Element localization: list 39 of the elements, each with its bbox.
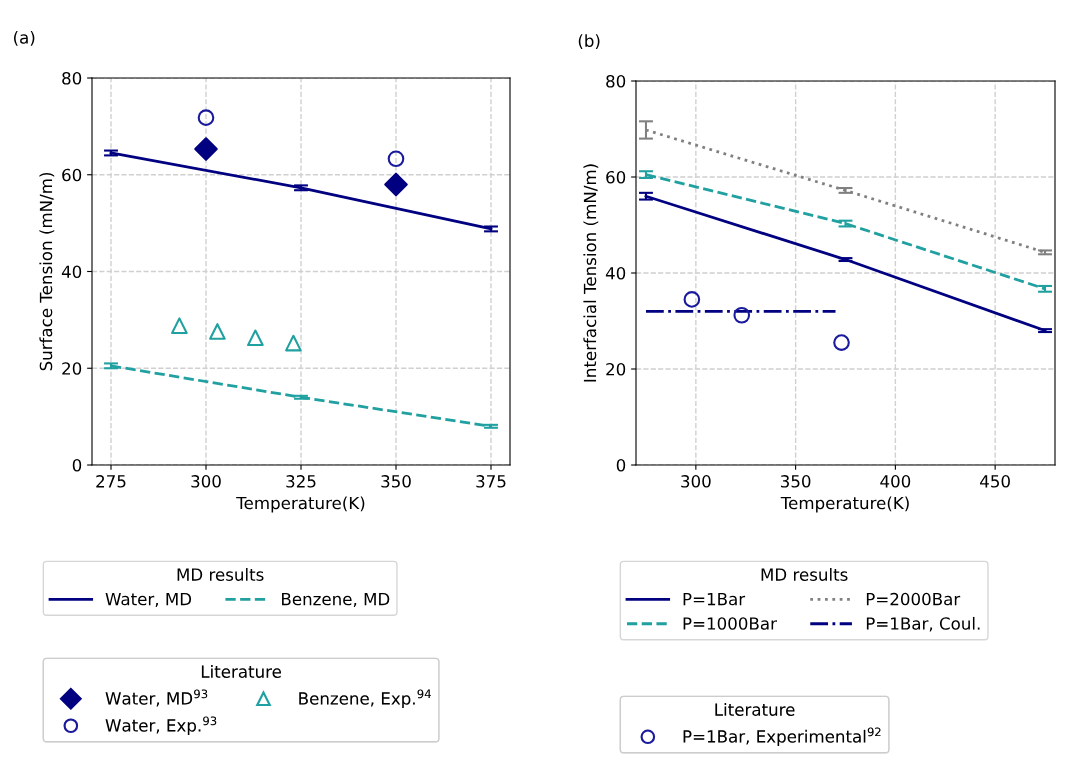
text: Literature — [201, 665, 281, 678]
x-tick-label: 275 — [96, 475, 126, 488]
x-tick-label: 300 — [191, 475, 221, 488]
legend-label: Water, MD — [105, 592, 192, 608]
y-tick-label: 60 — [606, 170, 626, 184]
x-tick-label: 350 — [381, 475, 411, 488]
y-tick-label: 80 — [606, 74, 626, 88]
legend-label: Water, Exp.$^{93}$ — [105, 716, 217, 735]
y-axis-title: Interfacial Tension (mN/m) — [583, 164, 599, 382]
x-tick-label: 375 — [476, 475, 506, 488]
y-tick-label: 0 — [72, 458, 82, 472]
y-tick-label: 80 — [62, 71, 82, 85]
y-tick-label: 20 — [606, 362, 626, 376]
legend-label: P=1Bar, Coul. — [866, 616, 980, 632]
legend-title: MD results — [177, 568, 264, 581]
x-tick-label: 325 — [286, 475, 316, 488]
y-tick-label: 0 — [616, 458, 626, 472]
y-tick-label: 40 — [605, 266, 626, 280]
x-tick-label: 300 — [681, 475, 711, 488]
chart-title: (a) — [14, 30, 35, 46]
y-tick-label: 40 — [61, 265, 82, 279]
legend-label: P=1Bar, Experimental$^{92}$ — [683, 727, 881, 746]
legend-title: MD results — [761, 568, 848, 581]
y-axis-title: Surface Tension (mN/m) — [39, 172, 55, 371]
x-axis-title: Temperature(K) — [780, 496, 909, 513]
chart-title: (b) — [578, 34, 600, 50]
legend-label: Benzene, MD — [282, 592, 390, 608]
x-axis-title: Temperature(K) — [236, 496, 365, 513]
x-tick-label: 400 — [880, 475, 911, 488]
y-tick-label: 20 — [62, 362, 82, 375]
legend-label: Water, MD$^{93}$ — [105, 689, 208, 707]
x-tick-label: 450 — [980, 475, 1010, 488]
legend-label: P=1Bar — [683, 592, 746, 606]
x-tick-label: 350 — [780, 475, 811, 488]
legend-label: P=2000Bar — [866, 592, 961, 606]
legend-label: Benzene, Exp.$^{94}$ — [299, 689, 431, 708]
y-tick-label: 60 — [62, 168, 82, 182]
legend-label: P=1000Bar — [683, 617, 777, 630]
text: Literature — [715, 703, 795, 716]
